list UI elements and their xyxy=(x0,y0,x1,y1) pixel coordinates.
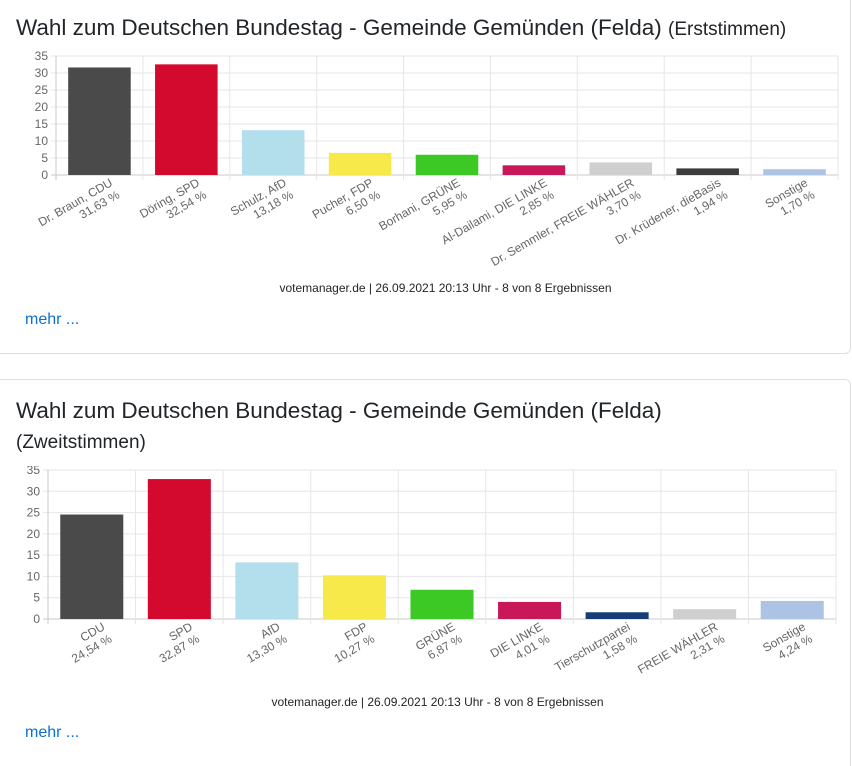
chart-subtitle: (Erststimmen) xyxy=(668,19,787,40)
y-tick-label: 30 xyxy=(35,66,49,80)
more-link[interactable]: mehr ... xyxy=(25,311,80,328)
bar xyxy=(763,169,826,175)
bar xyxy=(585,612,649,619)
bar xyxy=(328,152,392,175)
y-tick-label: 25 xyxy=(27,506,41,520)
chart-subtitle: (Zweitstimmen) xyxy=(16,432,146,453)
y-tick-label: 35 xyxy=(35,49,49,63)
chart-credit: votemanager.de | 26.09.2021 20:13 Uhr - … xyxy=(279,281,612,295)
bar xyxy=(60,514,124,619)
bar xyxy=(155,64,218,175)
bar xyxy=(147,479,211,619)
chart-title: Wahl zum Deutschen Bundestag - Gemeinde … xyxy=(16,398,662,453)
y-tick-label: 20 xyxy=(35,100,49,114)
y-tick-label: 10 xyxy=(27,569,41,583)
results-card-zweitstimmen: Wahl zum Deutschen Bundestag - Gemeinde … xyxy=(0,379,851,766)
y-tick-label: 35 xyxy=(27,466,41,477)
chart-credit: votemanager.de | 26.09.2021 20:13 Uhr - … xyxy=(271,695,604,709)
bar xyxy=(498,601,562,619)
bar xyxy=(68,67,131,175)
bar xyxy=(241,130,305,175)
y-tick-label: 20 xyxy=(27,527,41,541)
y-tick-label: 30 xyxy=(27,484,41,498)
y-tick-label: 15 xyxy=(35,117,49,131)
y-tick-label: 10 xyxy=(35,134,49,148)
bar xyxy=(502,165,566,175)
bar xyxy=(760,600,824,619)
bar xyxy=(589,162,653,175)
bar xyxy=(673,609,737,619)
y-tick-label: 15 xyxy=(27,548,41,562)
chart-title: Wahl zum Deutschen Bundestag - Gemeinde … xyxy=(16,15,787,40)
bar xyxy=(235,562,299,619)
results-card-erststimmen: Wahl zum Deutschen Bundestag - Gemeinde … xyxy=(0,0,851,354)
bar xyxy=(676,168,739,175)
y-tick-label: 25 xyxy=(35,83,49,97)
y-tick-label: 5 xyxy=(41,151,48,165)
bar xyxy=(410,589,474,619)
more-link[interactable]: mehr ... xyxy=(25,724,80,741)
bar xyxy=(322,575,386,619)
bar xyxy=(415,154,479,175)
y-tick-label: 5 xyxy=(33,591,40,605)
y-tick-label: 0 xyxy=(41,168,48,182)
y-tick-label: 0 xyxy=(33,612,40,626)
category-label: Dr. Semmler, FREIE WÄHLER xyxy=(488,175,636,269)
